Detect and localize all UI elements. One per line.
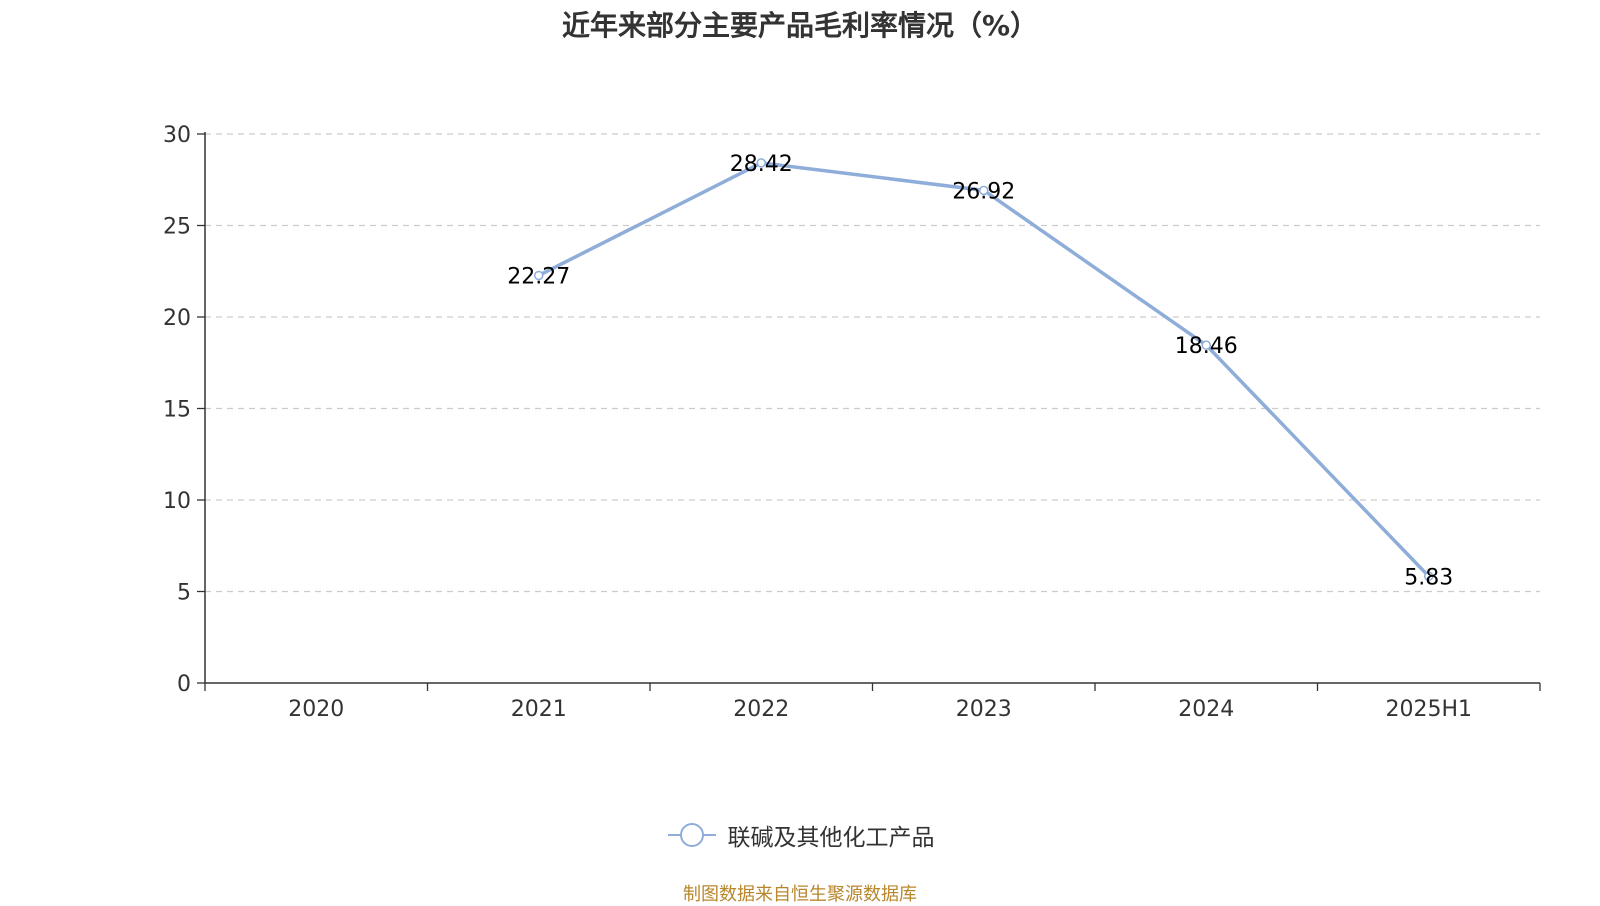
data-label: 5.83 [1404, 565, 1453, 590]
y-tick-label: 25 [163, 215, 191, 240]
data-point [1424, 571, 1434, 582]
data-point [1201, 340, 1211, 350]
y-tick-label: 15 [163, 398, 191, 423]
data-label: 28.42 [730, 152, 793, 177]
data-label: 22.27 [507, 264, 570, 289]
x-tick-label: 2021 [511, 697, 567, 722]
data-point [534, 270, 544, 281]
series-layer [534, 158, 1434, 582]
x-tick-label: 2023 [956, 697, 1012, 722]
data-label: 18.46 [1175, 334, 1238, 359]
x-tick-label: 2024 [1178, 697, 1234, 722]
y-tick-label: 0 [177, 672, 191, 697]
data-point [979, 185, 989, 196]
legend-line-marker-icon [667, 823, 716, 847]
legend[interactable]: 联碱及其他化工产品 [0, 818, 1600, 852]
line-chart: 0 5 10 15 20 25 30 2020 2021 2022 2023 2024 2025H1 2… [163, 123, 1541, 722]
x-tick-label: 2025H1 [1385, 697, 1472, 722]
source-note: 制图数据来自恒生聚源数据库 [683, 884, 917, 905]
x-tick-label: 2020 [288, 697, 344, 722]
grid-lines [205, 133, 1540, 593]
y-tick-label: 5 [177, 581, 191, 606]
chart-title: 近年来部分主要产品毛利率情况（%） [561, 9, 1039, 42]
data-labels: 22.27 28.42 26.92 18.46 5.83 [507, 152, 1453, 590]
legend-label: 联碱及其他化工产品 [727, 825, 935, 851]
axes: 0 5 10 15 20 25 30 2020 2021 2022 2023 2024 2025H1 [163, 123, 1541, 722]
data-point [756, 158, 766, 168]
x-tick-label: 2022 [733, 697, 789, 722]
y-tick-label: 10 [163, 489, 191, 514]
y-tick-label: 20 [163, 306, 191, 331]
y-tick-label: 30 [163, 123, 191, 148]
data-label: 26.92 [952, 179, 1015, 204]
